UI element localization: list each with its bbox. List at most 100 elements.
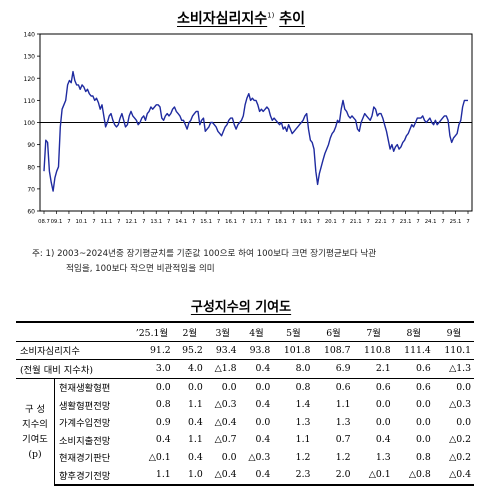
table-cell: 2.3 — [273, 466, 314, 486]
table-cell: △0.2 — [449, 451, 471, 463]
table-cell: 6.9 — [313, 359, 354, 379]
table-cell: 0.4 — [155, 434, 171, 446]
table-header-row: ’25.1월 2월 3월 4월 5월 6월 7월 8월 9월 — [16, 321, 474, 342]
x-tick-label: 7 — [142, 219, 145, 225]
row-label-component: 생활형편전망 — [59, 400, 111, 412]
x-tick-label: 7 — [67, 219, 70, 225]
table-cell: △1.8 — [205, 359, 240, 379]
table-cell: △0.4 — [433, 466, 474, 486]
y-tick-label: 70 — [27, 186, 35, 193]
footnote: 주: 1) 2003~2024년중 장기평균치를 기준값 100으로 하여 10… — [32, 247, 472, 277]
table-cell: 0.0 — [375, 399, 391, 411]
table-row-component: 소비지출전망 0.4 1.1 △0.7 0.4 1.1 0.7 0.4 0.0 △0.2 — [16, 431, 474, 449]
column-header-5: 5월 — [273, 321, 314, 342]
column-header-1: ’25.1월 — [130, 321, 174, 342]
column-header-2: 2월 — [173, 321, 206, 342]
footnote-line-1: 2003~2024년중 장기평균치를 기준값 100으로 하여 100보다 크면… — [57, 249, 377, 259]
x-tick-label: 7 — [367, 219, 370, 225]
table-cell: 0.0 — [255, 381, 271, 393]
row-label-component: 현재경기판단 — [59, 453, 111, 465]
chart-title-suffix: 추이 — [279, 11, 305, 27]
x-tick-label: 11.1 — [100, 219, 112, 225]
x-tick-label: 7 — [416, 219, 419, 225]
x-tick-label: 14.1 — [175, 219, 187, 225]
table-cell: 0.0 — [221, 451, 237, 463]
table-cell: 0.0 — [415, 399, 431, 411]
table-cell: 0.6 — [375, 381, 391, 393]
x-tick-label: 19.1 — [300, 219, 312, 225]
group-label-line: 지수의 — [22, 418, 48, 430]
table-cell: 0.6 — [335, 381, 351, 393]
table-cell: 2.1 — [353, 359, 394, 379]
table-cell: 1.1 — [295, 434, 311, 446]
x-tick-label: 13.1 — [150, 219, 162, 225]
chart-title: 소비자심리지수1) 추이 — [0, 8, 482, 28]
table-cell: 0.0 — [155, 381, 171, 393]
column-header-4: 4월 — [239, 321, 274, 342]
row-label-component: 향후경기전망 — [54, 466, 131, 486]
table-cell: 0.4 — [239, 359, 274, 379]
x-tick-label: 17.1 — [250, 219, 262, 225]
table-cell: 0.0 — [415, 434, 431, 446]
footnote-line-2: 적임을, 100보다 작으면 비관적임을 의미 — [66, 264, 215, 274]
table-cell: △0.1 — [148, 451, 171, 463]
table-cell: 101.8 — [273, 341, 314, 360]
table-cell: 0.4 — [239, 466, 274, 486]
y-tick-label: 120 — [24, 76, 36, 83]
footnote-marker: 1) — [267, 11, 275, 20]
table-cell: 1.1 — [188, 399, 203, 411]
table-cell: 95.2 — [173, 341, 206, 360]
table-cell: 110.8 — [353, 341, 394, 360]
row-label-component: 소비지출전망 — [59, 435, 111, 447]
table-row-csi: 소비자심리지수 91.2 95.2 93.4 93.8 101.8 108.7 110.8 11… — [16, 341, 474, 360]
x-tick-label: 08.7 — [38, 219, 50, 225]
table-cell: 1.1 — [335, 399, 351, 411]
table-cell: △1.3 — [433, 359, 474, 379]
y-tick-label: 140 — [24, 32, 36, 39]
table-row-change: (전월 대비 지수차) 3.0 4.0 △1.8 0.4 8.0 6.9 2.1 0.6 △1.3 — [16, 359, 474, 379]
table-row-component: 생활형편전망 0.8 1.1 △0.3 0.4 1.4 1.1 0.0 0.0 △0.3 — [16, 396, 474, 414]
table-cell: △0.1 — [353, 466, 394, 486]
header-corner — [16, 321, 131, 342]
x-tick-label: 10.1 — [76, 219, 88, 225]
column-header-3: 3월 — [205, 321, 240, 342]
table-cell: 1.3 — [375, 451, 391, 463]
y-tick-label: 80 — [27, 164, 35, 171]
group-label-line: (p) — [28, 448, 42, 460]
x-tick-label: 23.1 — [400, 219, 412, 225]
y-tick-label: 90 — [27, 142, 35, 149]
table-cell: 0.0 — [456, 381, 471, 393]
column-header-9: 9월 — [433, 321, 474, 342]
x-tick-label: 22.1 — [375, 219, 387, 225]
table-cell: 1.4 — [295, 399, 311, 411]
table-cell: 0.0 — [255, 416, 271, 428]
table-cell: △0.3 — [214, 399, 237, 411]
table-cell: 8.0 — [273, 359, 314, 379]
table-cell: 0.8 — [295, 381, 311, 393]
x-tick-label: 7 — [117, 219, 120, 225]
table-cell: △0.2 — [449, 434, 471, 446]
table-cell: 0.0 — [456, 416, 471, 428]
table-cell: 0.6 — [415, 381, 431, 393]
table-cell: 0.7 — [335, 434, 351, 446]
y-tick-label: 110 — [24, 98, 36, 105]
row-label-component: 현재생활형편 — [59, 383, 111, 395]
x-tick-label: 7 — [217, 219, 220, 225]
x-tick-label: 20.1 — [325, 219, 337, 225]
x-tick-label: 7 — [292, 219, 295, 225]
table-cell: 93.8 — [239, 341, 274, 360]
x-tick-label: 7 — [342, 219, 345, 225]
table-cell: 93.4 — [205, 341, 240, 360]
x-tick-label: 7 — [391, 219, 394, 225]
table-cell: 91.2 — [130, 341, 174, 360]
x-tick-label: 15.1 — [200, 219, 212, 225]
x-tick-label: 18.1 — [275, 219, 287, 225]
table-cell: 1.0 — [173, 466, 206, 486]
table-cell: 108.7 — [313, 341, 354, 360]
x-tick-label: 24.1 — [425, 219, 437, 225]
table-cell: 1.3 — [335, 416, 351, 428]
table-cell: △0.3 — [248, 451, 271, 463]
table-cell: 111.4 — [393, 341, 434, 360]
table-cell: 0.4 — [255, 434, 271, 446]
y-tick-label: 130 — [24, 54, 36, 61]
